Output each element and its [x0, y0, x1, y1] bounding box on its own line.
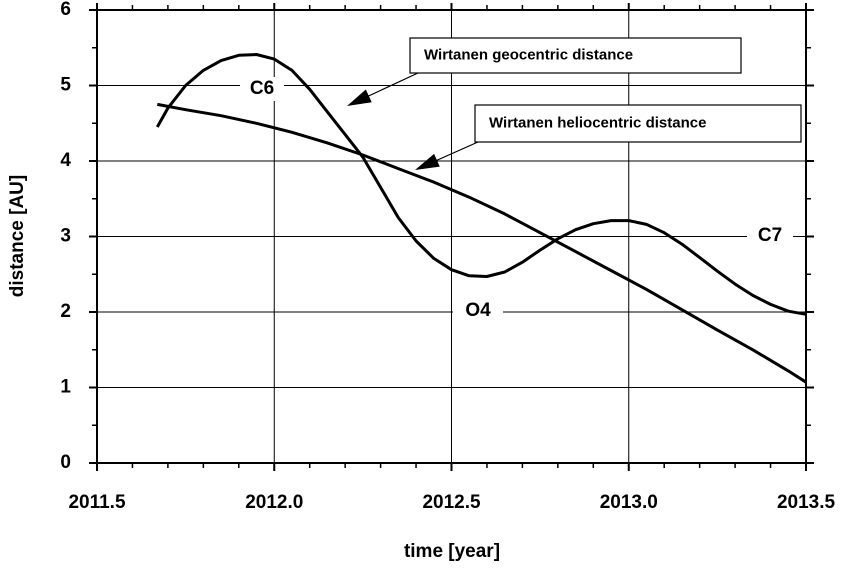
- annotation-bg: [453, 299, 503, 323]
- x-tick-label: 2012.5: [422, 492, 481, 513]
- callout-arrow: [364, 72, 419, 99]
- annotation: C6: [250, 78, 274, 99]
- arrow-head: [347, 89, 372, 106]
- annotation: O4: [465, 300, 491, 321]
- y-tick-label: 4: [60, 150, 71, 171]
- x-axis-label: time [year]: [404, 541, 500, 562]
- series-line: [157, 102, 807, 384]
- annotation-bg: [747, 224, 793, 248]
- series-line: [155, 53, 807, 316]
- y-tick-label: 0: [60, 452, 71, 473]
- x-tick-label: 2013.0: [600, 492, 658, 513]
- y-tick-label: 3: [60, 226, 71, 247]
- x-tick-label: 2013.5: [777, 492, 836, 513]
- plot-frame: [96, 9, 807, 464]
- x-tick-label: 2012.0: [245, 492, 303, 513]
- y-tick-label: 2: [60, 301, 71, 322]
- legend-label: Wirtanen geocentric distance: [424, 46, 633, 63]
- legend-box: [474, 104, 802, 143]
- arrow-head: [415, 153, 440, 170]
- y-tick-label: 1: [60, 377, 71, 398]
- callout-arrow: [430, 141, 479, 164]
- y-tick-label: 6: [60, 0, 71, 20]
- x-tick-label: 2011.5: [68, 492, 125, 513]
- annotation: C7: [758, 225, 782, 246]
- y-axis-label: distance [AU]: [7, 175, 28, 297]
- legend-box: [409, 37, 742, 74]
- legend-label: Wirtanen heliocentric distance: [489, 114, 706, 131]
- annotation-bg: [240, 77, 284, 101]
- y-tick-label: 5: [60, 75, 71, 96]
